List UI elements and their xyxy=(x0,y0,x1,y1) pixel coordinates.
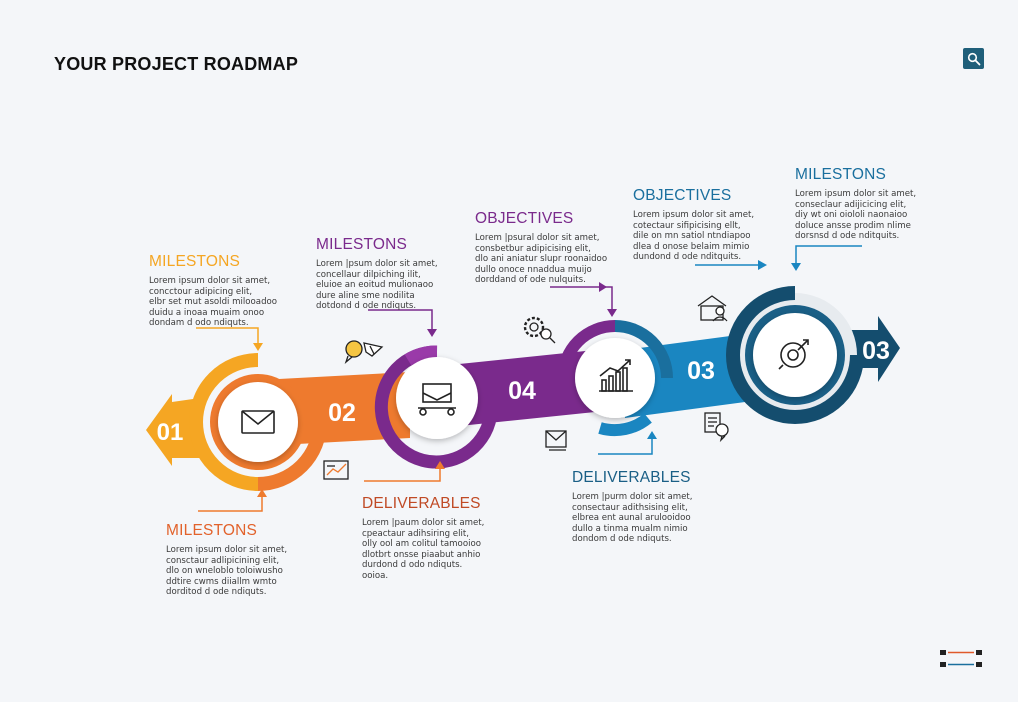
block-body: Lorem ipsum dolor sit amet, concctour ad… xyxy=(149,276,278,329)
block-milestons-purple: MILESTONS Lorem |psum dolor sit amet, co… xyxy=(316,236,466,312)
block-milestons-orange: MILESTONS Lorem ipsum dolor sit amet, co… xyxy=(166,522,316,598)
block-heading: MILESTONS xyxy=(149,253,241,270)
legend-mark-icon xyxy=(940,650,982,667)
block-deliverables-blue: DELIVERABLES Lorem |purm dolor sit amet,… xyxy=(572,469,722,545)
document-icon xyxy=(545,430,567,451)
connector-purple-objectives xyxy=(550,286,613,312)
node-envelope xyxy=(189,353,327,491)
connector-yellow-top xyxy=(196,327,259,346)
block-body: Lorem ipsum dolor sit amet, consctaur ad… xyxy=(166,545,288,598)
block-heading: OBJECTIVES xyxy=(475,210,574,227)
graph-card-icon xyxy=(323,460,349,480)
search-icon xyxy=(967,52,980,65)
growth-chart-icon xyxy=(599,359,633,392)
connector-blue-milestons xyxy=(795,245,862,266)
envelope-icon xyxy=(241,410,275,434)
block-body: Lorem |psural dolor sit amet, consbetbur… xyxy=(475,233,608,286)
chat-megaphone-icon xyxy=(344,340,384,364)
block-milestons-blue: MILESTONS Lorem ipsum dolor sit amet, co… xyxy=(795,166,945,242)
step-number-03-arrow: 03 xyxy=(862,337,890,365)
block-heading: MILESTONS xyxy=(316,236,408,253)
node-cart xyxy=(374,345,498,469)
block-heading: OBJECTIVES xyxy=(633,187,732,204)
house-person-icon xyxy=(697,295,728,322)
connector-blue-deliverables xyxy=(598,436,653,455)
step-number-02: 02 xyxy=(328,399,356,427)
block-deliverables-orange: DELIVERABLES Lorem |paum dolor sit amet,… xyxy=(362,495,512,582)
block-heading: MILESTONS xyxy=(166,522,258,539)
block-heading: DELIVERABLES xyxy=(362,495,481,512)
block-objectives-blue: OBJECTIVES Lorem ipsum dolor sit amet, c… xyxy=(633,187,783,263)
gear-search-icon xyxy=(523,316,556,344)
document-chat-icon xyxy=(704,412,729,443)
start-arrow-01 xyxy=(146,394,200,466)
block-body: Lorem |paum dolor sit amet, cpeactaur ad… xyxy=(362,518,485,581)
step-number-01: 01 xyxy=(157,419,184,446)
search-button[interactable] xyxy=(963,48,984,69)
band-segment-purple xyxy=(440,350,595,428)
connector-orange-bottom xyxy=(198,494,263,512)
page-title: YOUR PROJECT ROADMAP xyxy=(54,54,299,74)
node-chart xyxy=(557,320,673,437)
step-number-03-band: 03 xyxy=(687,357,715,385)
block-body: Lorem |psum dolor sit amet, concellaur d… xyxy=(316,259,438,312)
block-body: Lorem |purm dolor sit amet, consectaur a… xyxy=(572,492,693,545)
cart-icon xyxy=(418,383,456,416)
step-number-04: 04 xyxy=(508,377,536,405)
node-target xyxy=(726,286,864,424)
block-body: Lorem ipsum dolor sit amet, conseclaur a… xyxy=(795,189,917,242)
block-body: Lorem ipsum dolor sit amet, cotectaur si… xyxy=(633,210,755,263)
block-objectives-purple: OBJECTIVES Lorem |psural dolor sit amet,… xyxy=(475,210,625,286)
block-heading: DELIVERABLES xyxy=(572,469,691,486)
target-icon xyxy=(778,339,809,370)
connector-purple-top xyxy=(368,309,433,332)
block-heading: MILESTONS xyxy=(795,166,887,183)
block-milestons-yellow: MILESTONS Lorem ipsum dolor sit amet, co… xyxy=(149,253,299,329)
connector-orange-deliverables xyxy=(364,466,441,482)
